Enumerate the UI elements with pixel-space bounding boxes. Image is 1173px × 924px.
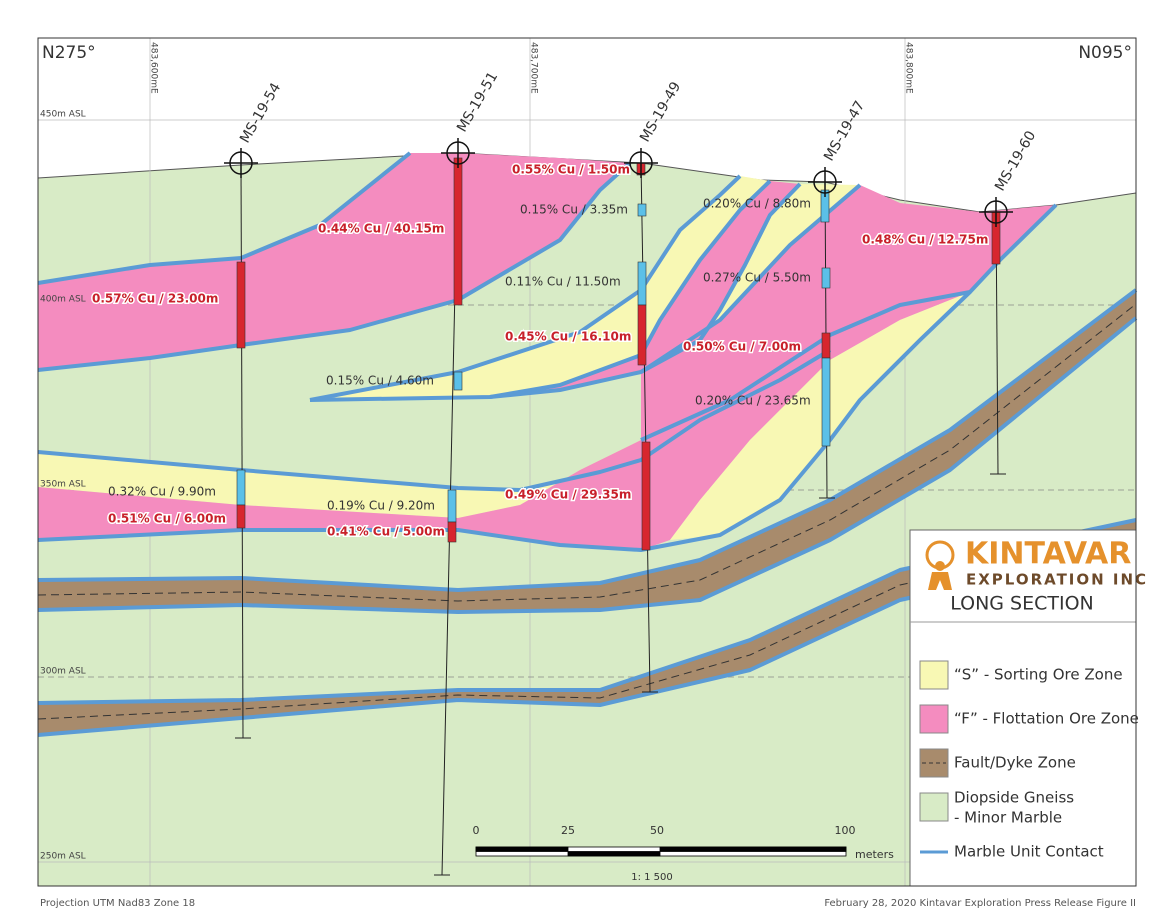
scale-tick: 50 [650,824,664,837]
intercepts [236,157,1001,551]
intercept-label: 0.51% Cu / 6.00m [108,512,226,526]
intercept-label: 0.45% Cu / 16.10m [505,330,631,344]
intercept-label: 0.11% Cu / 11.50m [505,275,621,289]
frame [37,37,1137,887]
legend-swatch [919,792,949,822]
intercept-label: 0.20% Cu / 8.80m [703,197,811,211]
scale-tick: 100 [835,824,856,837]
intercept-label: 0.27% Cu / 5.50m [703,271,811,285]
elevation-label: 450m ASL [40,110,86,120]
footer-left: Projection UTM Nad83 Zone 18 [40,898,195,909]
intercept-label: 0.15% Cu / 4.60m [326,374,434,388]
scale-tick: 25 [561,824,575,837]
scale-ratio: 1: 1 500 [631,872,673,883]
scale-unit: meters [855,848,894,861]
intercept-label: 0.48% Cu / 12.75m [862,233,988,247]
intercept-label: 0.19% Cu / 9.20m [327,499,435,513]
legend-subtitle: EXPLORATION INC [966,571,1148,589]
contacts [37,151,1138,737]
intercept-label: 0.20% Cu / 23.65m [695,394,811,408]
footer-right: February 28, 2020 Kintavar Exploration P… [824,898,1136,909]
intercept-label: 0.57% Cu / 23.00m [92,292,218,306]
legend-company: KINTAVAR [965,537,1131,572]
intercept-label: 0.44% Cu / 40.15m [318,222,444,236]
intercept-label: 0.50% Cu / 7.00m [683,340,801,354]
elevation-label: 250m ASL [40,852,86,862]
legend-title: LONG SECTION [950,593,1094,615]
collars [224,138,1013,227]
legend-item: “S” - Sorting Ore Zone [954,666,1123,684]
sky [38,38,1136,212]
intercept-label: 0.15% Cu / 3.35m [520,203,628,217]
intercept-label: 0.32% Cu / 9.90m [108,485,216,499]
intercept-label: 0.41% Cu / 5.00m [327,525,445,539]
direction-right: N095° [1078,43,1132,63]
scale-tick: 0 [473,824,480,837]
scale-bar [475,846,847,857]
elevation-label: 350m ASL [40,480,86,490]
legend-item: “F” - Flottation Ore Zone [954,710,1139,728]
intercept-label: 0.49% Cu / 29.35m [505,488,631,502]
elevation-label: 300m ASL [40,667,86,677]
intercept-label: 0.55% Cu / 1.50m [512,163,630,177]
legend-item: Fault/Dyke Zone [954,754,1076,772]
direction-left: N275° [42,43,96,63]
easting-label: 483,700mE [529,42,539,94]
legend-item: - Minor Marble [954,809,1062,827]
legend-item: Diopside Gneiss [954,789,1074,807]
easting-label: 483,600mE [149,42,159,94]
logo-figure [925,540,955,590]
legend-swatch [919,704,949,734]
elevation-label: 400m ASL [40,295,86,305]
legend-swatch [919,660,949,690]
legend-item: Marble Unit Contact [954,843,1104,861]
easting-label: 483,800mE [904,42,914,94]
